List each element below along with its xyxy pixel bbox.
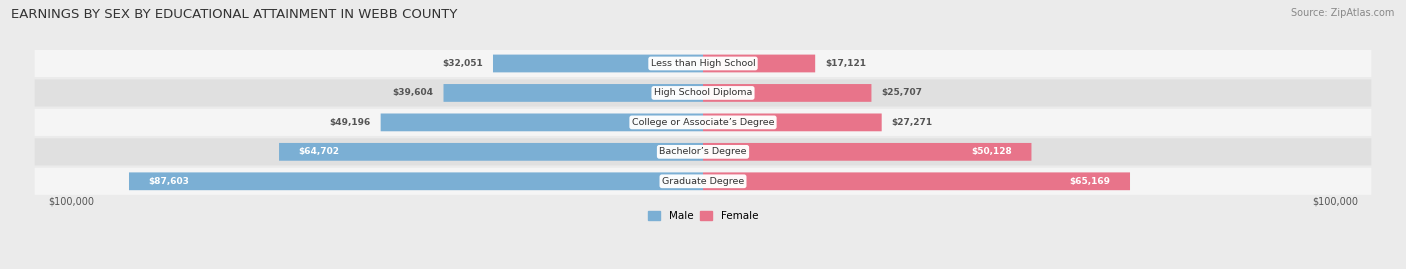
- Text: $100,000: $100,000: [1312, 197, 1358, 207]
- Text: Source: ZipAtlas.com: Source: ZipAtlas.com: [1291, 8, 1395, 18]
- Text: $27,271: $27,271: [891, 118, 932, 127]
- FancyBboxPatch shape: [703, 114, 882, 131]
- FancyBboxPatch shape: [129, 172, 703, 190]
- Text: $64,702: $64,702: [298, 147, 340, 156]
- Text: College or Associate’s Degree: College or Associate’s Degree: [631, 118, 775, 127]
- Text: $32,051: $32,051: [443, 59, 484, 68]
- FancyBboxPatch shape: [703, 55, 815, 72]
- FancyBboxPatch shape: [494, 55, 703, 72]
- FancyBboxPatch shape: [703, 84, 872, 102]
- FancyBboxPatch shape: [381, 114, 703, 131]
- FancyBboxPatch shape: [35, 79, 1371, 107]
- Text: $25,707: $25,707: [882, 89, 922, 97]
- FancyBboxPatch shape: [35, 50, 1371, 77]
- Text: Less than High School: Less than High School: [651, 59, 755, 68]
- Text: $87,603: $87,603: [149, 177, 190, 186]
- Legend: Male, Female: Male, Female: [644, 207, 762, 225]
- Text: $17,121: $17,121: [825, 59, 866, 68]
- Text: EARNINGS BY SEX BY EDUCATIONAL ATTAINMENT IN WEBB COUNTY: EARNINGS BY SEX BY EDUCATIONAL ATTAINMEN…: [11, 8, 457, 21]
- FancyBboxPatch shape: [703, 172, 1130, 190]
- FancyBboxPatch shape: [703, 143, 1032, 161]
- FancyBboxPatch shape: [35, 168, 1371, 195]
- Text: $65,169: $65,169: [1070, 177, 1111, 186]
- FancyBboxPatch shape: [443, 84, 703, 102]
- Text: $39,604: $39,604: [392, 89, 433, 97]
- FancyBboxPatch shape: [35, 138, 1371, 165]
- FancyBboxPatch shape: [35, 109, 1371, 136]
- Text: High School Diploma: High School Diploma: [654, 89, 752, 97]
- FancyBboxPatch shape: [278, 143, 703, 161]
- Text: $100,000: $100,000: [48, 197, 94, 207]
- Text: Graduate Degree: Graduate Degree: [662, 177, 744, 186]
- Text: Bachelor’s Degree: Bachelor’s Degree: [659, 147, 747, 156]
- Text: $49,196: $49,196: [329, 118, 371, 127]
- Text: $50,128: $50,128: [972, 147, 1012, 156]
